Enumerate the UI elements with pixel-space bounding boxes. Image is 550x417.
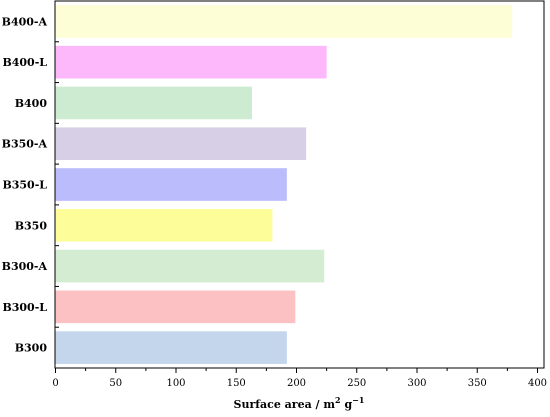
bar-b400-l <box>55 45 327 79</box>
category-label-b350-a: B350-A <box>2 138 48 151</box>
x-axis-label-prefix: Surface area / m <box>234 398 336 411</box>
x-axis-label-mid: g <box>341 398 353 411</box>
x-tick-label: 250 <box>347 378 366 389</box>
bar-b400-a <box>55 5 513 38</box>
category-label-b400: B400 <box>15 97 48 110</box>
bar-b350-l <box>55 168 287 201</box>
category-label-b350-l: B350-L <box>2 179 47 192</box>
bar-b300-a <box>55 249 325 283</box>
category-label-b300: B300 <box>15 342 48 355</box>
bar-b300 <box>55 331 287 364</box>
x-axis-label-sup-2: −1 <box>352 395 364 405</box>
x-axis-label-sup-1: 2 <box>335 395 341 405</box>
category-label-b400-a: B400-A <box>2 15 48 28</box>
x-tick-label: 50 <box>109 378 122 389</box>
x-ticks-group <box>55 368 538 373</box>
plot-frame <box>54 0 545 369</box>
x-axis-label: Surface area / m2 g−1 <box>234 395 365 411</box>
category-ticks-group <box>55 41 59 328</box>
bar-b400 <box>55 86 252 120</box>
x-tick-label: 0 <box>52 378 58 389</box>
category-labels-group: B400-A B400-L B400 B350-A B350-L B350 B300-A B3… <box>2 15 48 354</box>
x-tick-label: 350 <box>468 378 487 389</box>
category-label-b400-l: B400-L <box>2 56 47 69</box>
x-tick-label: 150 <box>227 378 246 389</box>
category-label-b300-a: B300-A <box>2 260 48 273</box>
category-label-b300-l: B300-L <box>2 301 47 314</box>
bars-group <box>55 5 513 364</box>
bar-b350-a <box>55 127 307 161</box>
x-tick-label: 200 <box>287 378 306 389</box>
x-tick-label: 300 <box>407 378 426 389</box>
x-tick-label: 100 <box>166 378 185 389</box>
x-tick-label: 400 <box>528 378 547 389</box>
x-tick-labels-group: 0 50 100 150 200 250 300 350 400 <box>52 378 547 389</box>
bar-b300-l <box>55 290 296 324</box>
category-label-b350: B350 <box>15 219 48 232</box>
bar-b350 <box>55 208 273 242</box>
